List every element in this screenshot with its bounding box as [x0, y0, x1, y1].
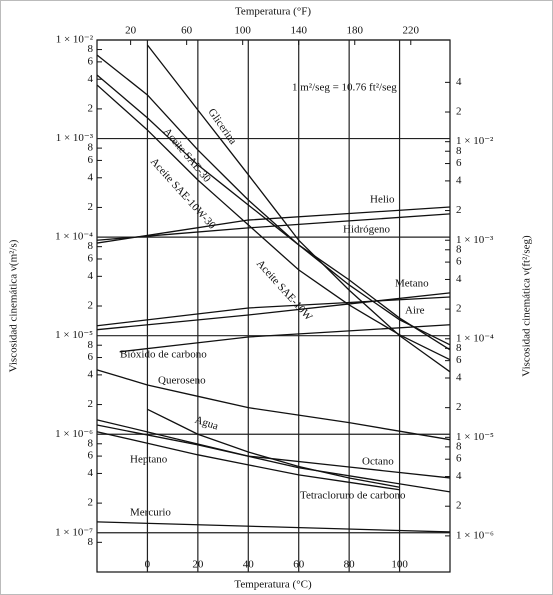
y2-tick-label: 1 × 10⁻⁴ [456, 332, 494, 344]
y2-tick-label: 8 [456, 440, 462, 452]
series-line [96, 213, 451, 241]
y-tick-label: 1 × 10⁻² [56, 34, 94, 46]
series-line [96, 84, 451, 361]
y-tick-label: 6 [88, 154, 94, 166]
y-tick-label: 8 [88, 142, 94, 154]
series-line [96, 431, 400, 491]
y2-tick-label: 6 [456, 256, 462, 268]
y2-tick-label: 2 [456, 106, 462, 118]
x-tick-label: 80 [344, 559, 356, 571]
x2-tick-label: 180 [346, 25, 363, 37]
series-label: Octano [362, 456, 394, 468]
y-tick-label: 1 × 10⁻⁶ [55, 428, 93, 440]
y-tick-label: 1 × 10⁻³ [56, 132, 94, 144]
series-label: Hidrógeno [343, 224, 391, 236]
y2-tick-label: 1 × 10⁻³ [456, 234, 494, 246]
y2-tick-label: 4 [456, 273, 462, 285]
y2-tick-label: 2 [456, 401, 462, 413]
x2-tick-label: 60 [181, 25, 193, 37]
x2-axis-title: Temperatura (°F) [235, 6, 311, 18]
y-tick-label: 6 [88, 55, 94, 67]
y-tick-label: 4 [88, 270, 94, 282]
series-line [96, 54, 451, 346]
y2-tick-label: 8 [456, 342, 462, 354]
y2-tick-label: 1 × 10⁻² [456, 135, 494, 147]
series-label: Bióxido de carbono [120, 349, 207, 361]
series-label: Aire [405, 305, 425, 317]
series-label: Mercurio [130, 507, 171, 519]
y2-tick-label: 2 [456, 500, 462, 512]
y-tick-label: 2 [88, 201, 94, 213]
x-tick-label: 60 [293, 559, 305, 571]
y-tick-label: 8 [88, 43, 94, 55]
y2-tick-label: 4 [456, 174, 462, 186]
y-tick-label: 2 [88, 300, 94, 312]
y2-tick-label: 4 [456, 470, 462, 482]
annotation: 1 m²/seg = 10.76 ft²/seg [292, 82, 397, 94]
x-tick-label: 40 [243, 559, 255, 571]
x-axis-title: Temperatura (°C) [234, 579, 312, 591]
series-label: Metano [395, 278, 429, 290]
x-tick-label: 20 [192, 559, 204, 571]
y-tick-label: 4 [88, 73, 94, 85]
y2-tick-label: 8 [456, 145, 462, 157]
series-label: Queroseno [158, 375, 206, 387]
y2-tick-label: 4 [456, 372, 462, 384]
series-line [96, 292, 451, 331]
y-tick-label: 8 [88, 437, 94, 449]
y2-tick-label: 6 [456, 453, 462, 465]
x-tick-label: 0 [145, 559, 151, 571]
y-tick-label: 1 × 10⁻⁴ [55, 231, 93, 243]
y-tick-label: 4 [88, 171, 94, 183]
series-line [96, 74, 451, 351]
y-axis-title: Viscosidad cinemática ν(m²/s) [8, 239, 20, 372]
y-tick-label: 2 [88, 102, 94, 114]
y2-tick-label: 1 × 10⁻⁶ [456, 529, 494, 541]
y2-tick-label: 2 [456, 204, 462, 216]
y-tick-label: 8 [88, 536, 94, 548]
series-label: Heptano [130, 454, 168, 466]
x-tick-label: 100 [391, 559, 408, 571]
y-tick-label: 6 [88, 450, 94, 462]
y-tick-label: 8 [88, 339, 94, 351]
y-tick-label: 8 [88, 240, 94, 252]
y-tick-label: 6 [88, 351, 94, 363]
y2-tick-label: 6 [456, 354, 462, 366]
series-label: Helio [370, 194, 395, 206]
y2-tick-label: 6 [456, 157, 462, 169]
y-tick-label: 2 [88, 398, 94, 410]
series-line [119, 324, 451, 353]
y2-tick-label: 4 [456, 76, 462, 88]
x2-tick-label: 20 [125, 25, 137, 37]
y2-tick-label: 2 [456, 303, 462, 315]
x2-tick-label: 140 [290, 25, 307, 37]
y2-tick-label: 1 × 10⁻⁵ [456, 431, 494, 443]
y-tick-label: 1 × 10⁻⁷ [55, 526, 93, 538]
series-line [96, 424, 451, 493]
series-line [96, 369, 451, 441]
y2-tick-label: 8 [456, 243, 462, 255]
series-label: Tetracloruro de carbono [300, 490, 406, 502]
x2-tick-label: 100 [234, 25, 251, 37]
x2-tick-label: 220 [403, 25, 420, 37]
series-line [96, 296, 451, 327]
y-tick-label: 2 [88, 497, 94, 509]
y-tick-label: 4 [88, 368, 94, 380]
series-line [96, 521, 451, 533]
y-tick-label: 1 × 10⁻⁵ [55, 329, 93, 341]
y2-axis-title: Viscosidad cinemática ν(ft²/seg) [521, 235, 533, 377]
y-tick-label: 6 [88, 253, 94, 265]
y-tick-label: 4 [88, 467, 94, 479]
